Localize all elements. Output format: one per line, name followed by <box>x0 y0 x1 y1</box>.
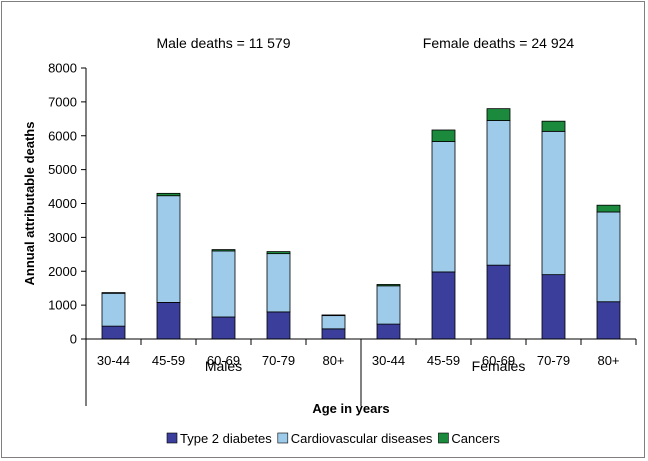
bar-segment-type-2-diabetes <box>431 271 456 340</box>
bar-segment-cancers <box>541 120 566 132</box>
bar-segment-cardiovascular-diseases <box>101 292 126 327</box>
legend-swatch <box>277 432 289 444</box>
bars <box>101 108 621 340</box>
bar-segment-cardiovascular-diseases <box>431 141 456 273</box>
x-tick-label: 30-44 <box>97 353 130 368</box>
bar-segment-cancers <box>101 292 126 294</box>
y-axis: 0 1000 2000 3000 4000 5000 6000 7000 8000 <box>48 61 87 347</box>
bar-segment-type-2-diabetes <box>596 301 621 340</box>
legend-swatch <box>438 432 449 444</box>
y-tick-label: 7000 <box>48 94 77 109</box>
bar-segment-cancers <box>321 314 346 317</box>
y-tick-label: 3000 <box>48 230 77 245</box>
bar-segment-cardiovascular-diseases <box>596 211 621 303</box>
y-tick-label: 2000 <box>48 264 77 279</box>
legend-label: Cardiovascular diseases <box>291 431 433 446</box>
group-label: Males <box>205 358 242 374</box>
bar-segment-type-2-diabetes <box>541 274 566 340</box>
bar-segment-type-2-diabetes <box>211 316 236 340</box>
x-tick-label: 80+ <box>597 353 619 368</box>
y-tick-label: 1000 <box>48 298 77 313</box>
bar-segment-cancers <box>211 249 236 252</box>
bar-segment-type-2-diabetes <box>156 302 181 340</box>
x-tick-label: 70-79 <box>262 353 295 368</box>
bar-segment-cardiovascular-diseases <box>486 120 511 266</box>
group-annotation: Male deaths = 11 579 <box>156 35 290 51</box>
legend-swatch <box>166 432 178 444</box>
x-tick-label: 45-59 <box>427 353 460 368</box>
bar-segment-cancers <box>156 192 181 197</box>
bar-segment-cardiovascular-diseases <box>541 130 566 276</box>
bar-segment-cancers <box>486 108 511 121</box>
bar-segment-cancers <box>266 251 291 255</box>
x-tick-label: 60-69 <box>207 353 240 368</box>
bar-segment-cardiovascular-diseases <box>266 253 291 313</box>
x-tick-label: 30-44 <box>372 353 405 368</box>
bar-segment-type-2-diabetes <box>376 323 401 340</box>
bar-segment-cancers <box>431 129 456 142</box>
bar-segment-cardiovascular-diseases <box>321 315 346 330</box>
bar-segment-type-2-diabetes <box>321 328 346 340</box>
bar-segment-cancers <box>376 284 401 287</box>
bar-segment-type-2-diabetes <box>266 311 291 340</box>
x-axis-title: Age in years <box>312 401 389 416</box>
y-tick-label: 5000 <box>48 162 77 177</box>
bar-segment-cardiovascular-diseases <box>211 250 236 318</box>
bar-segment-cancers <box>596 204 621 213</box>
group-label: Females <box>472 358 526 374</box>
y-axis-title: Annual attributable deaths <box>22 122 37 286</box>
x-tick-label: 45-59 <box>152 353 185 368</box>
x-tick-label: 60-69 <box>482 353 515 368</box>
group-annotations: Male deaths = 11 579 Female deaths = 24 9… <box>156 35 574 51</box>
y-tick-label: 4000 <box>48 196 77 211</box>
y-tick-label: 0 <box>70 332 77 347</box>
x-tick-label: 70-79 <box>537 353 570 368</box>
x-axis: 30-44 45-59 60-69 70-79 80+ 30-44 45-59 60-69 70… <box>85 338 637 406</box>
legend-label: Cancers <box>451 431 500 446</box>
y-tick-label: 8000 <box>48 61 77 76</box>
legend: Type 2 diabetes Cardiovascular diseases Ca… <box>166 431 500 446</box>
x-tick-label: 80+ <box>322 353 344 368</box>
group-annotation: Female deaths = 24 924 <box>423 35 575 51</box>
bar-segment-cardiovascular-diseases <box>376 285 401 325</box>
bar-segment-cardiovascular-diseases <box>156 195 181 303</box>
bar-segment-type-2-diabetes <box>486 264 511 340</box>
y-tick-label: 6000 <box>48 128 77 143</box>
bar-segment-type-2-diabetes <box>101 325 126 340</box>
legend-label: Type 2 diabetes <box>180 431 272 446</box>
